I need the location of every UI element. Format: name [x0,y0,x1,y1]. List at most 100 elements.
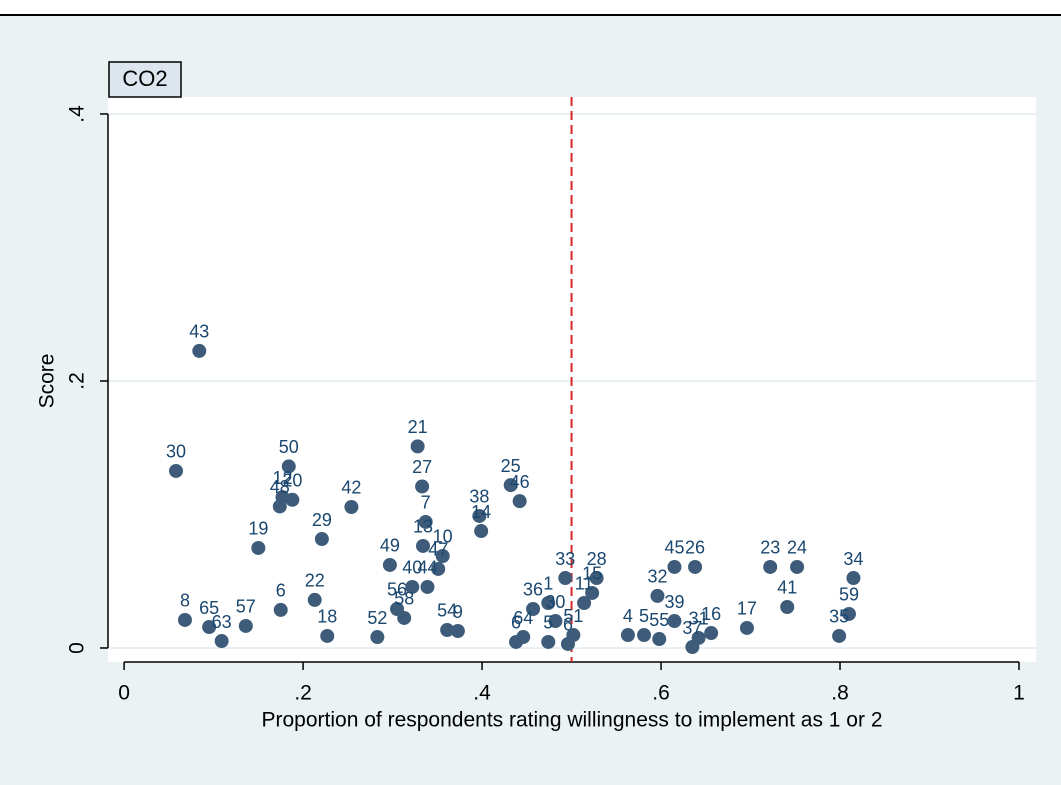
point-label: 21 [408,417,428,437]
point [420,579,435,594]
point-label: 20 [282,471,302,491]
point [238,618,253,633]
point-label: 57 [236,597,256,617]
point-label: 38 [469,487,489,507]
point-label: 42 [341,478,361,498]
point [688,559,703,574]
point [202,620,217,635]
point [585,585,600,600]
point [541,595,556,610]
point-label: 14 [471,502,491,522]
point-label: 39 [664,592,684,612]
point-label: 24 [787,538,807,558]
point [192,343,207,358]
point [382,557,397,572]
point-label: 23 [760,538,780,558]
point-label: 4 [623,606,633,626]
point-label: 59 [839,585,859,605]
point-label: 19 [248,519,268,539]
point-label: 27 [412,457,432,477]
y-tick-label: .4 [66,105,89,123]
point [558,571,573,586]
point [846,571,861,586]
point-label: 28 [587,549,607,569]
point [790,559,805,574]
point-label: 16 [701,604,721,624]
point-label: 31 [689,609,709,629]
point [841,606,856,621]
point-label: 52 [367,608,387,628]
point-label: 8 [180,591,190,611]
point-label: 12 [272,468,292,488]
point-label: 49 [380,536,400,556]
point [685,640,700,655]
point [516,630,531,645]
point [344,499,359,514]
point [272,499,287,514]
point-label: 1 [543,574,553,594]
point [285,492,300,507]
point-label: 9 [453,602,463,622]
point-label: 36 [523,580,543,600]
point [251,540,266,555]
point-label: 46 [510,472,530,492]
x-tick-label: .8 [831,682,849,705]
point-label: 58 [394,589,414,609]
point [652,632,667,647]
point [214,634,229,649]
point-label: 43 [189,322,209,342]
point-label: 54 [437,601,457,621]
point-label: 35 [829,607,849,627]
point-label: 18 [317,607,337,627]
point-label: 40 [402,558,422,578]
point [450,624,465,639]
point [503,478,518,493]
point-label: 7 [421,493,431,513]
point-label: 5 [543,613,553,633]
point [637,628,652,643]
point [472,508,487,523]
point-label: 55 [649,610,669,630]
point [418,514,433,529]
chart-title: CO2 [122,66,167,91]
point [416,538,431,553]
point-label: 64 [513,608,533,628]
point [273,602,288,617]
point-label: 29 [312,510,332,530]
point [169,463,184,478]
point [405,579,420,594]
point [577,595,592,610]
point [314,532,329,547]
point-label: 34 [843,549,863,569]
point-label: 37 [682,618,702,638]
point [440,622,455,637]
point [589,571,604,586]
point-label: 26 [685,538,705,558]
y-tick-label: .2 [66,372,89,390]
point-label: 10 [433,527,453,547]
point-label: 33 [555,549,575,569]
point [548,614,563,629]
point-label: 6 [563,615,573,635]
point [512,494,527,509]
point-label: 6 [276,581,286,601]
point [667,559,682,574]
point-label: 30 [545,592,565,612]
point-label: 65 [199,598,219,618]
point [177,612,192,627]
point [667,614,682,629]
x-axis-label: Proportion of respondents rating willing… [262,709,883,732]
point [620,628,635,643]
point [541,634,556,649]
point [397,610,412,625]
point [704,626,719,641]
point [307,592,322,607]
point-label: 45 [664,538,684,558]
point-label: 50 [279,437,299,457]
point-label: 13 [413,517,433,537]
point-label: 32 [647,567,667,587]
point [370,630,385,645]
point-label: 17 [737,599,757,619]
point-label: 25 [501,456,521,476]
